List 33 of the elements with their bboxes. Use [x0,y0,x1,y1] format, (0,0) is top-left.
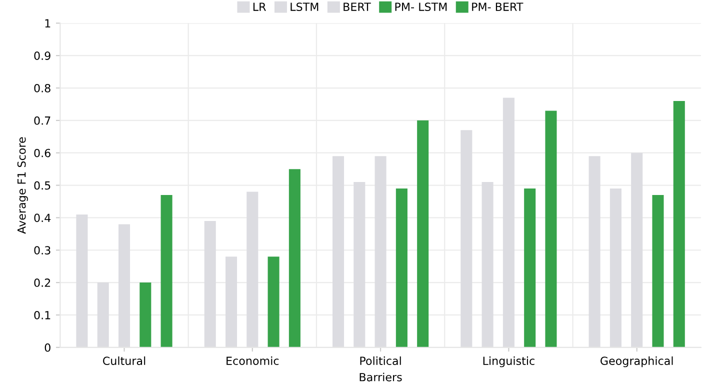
bar [417,120,429,348]
bar [652,195,664,348]
bar [545,110,557,348]
legend-label: LSTM [290,2,318,12]
y-tick-label: 0.5 [34,181,50,190]
bar [673,100,685,348]
x-axis-title: Barriers [360,372,402,382]
x-tick-label: Political [360,356,401,366]
bar [396,188,408,348]
bar [140,282,152,348]
y-tick-label: 0.1 [34,310,50,320]
legend-label: PM- BERT [472,2,524,11]
y-tick-label: 0.9 [34,52,50,60]
legend-label: LR [253,2,266,11]
x-tick-label: Linguistic [483,356,534,368]
y-tick-label: 1 [45,19,50,28]
bar [160,195,172,348]
y-tick-label: 0.2 [34,278,50,287]
bar [288,169,300,348]
x-tick-label: Geographical [600,356,673,368]
bar [268,256,280,348]
y-tick-label: 0.8 [34,84,50,92]
y-tick-label: 0.4 [34,214,51,222]
y-axis-title: Average F1 Score [17,137,28,234]
y-tick-label: 0.3 [34,246,50,255]
legend-label: BERT [344,2,371,11]
y-tick-label: 0 [44,343,50,352]
bar [524,188,536,348]
legend-label: PM- LSTM [395,2,447,12]
y-tick-label: 0.7 [34,116,50,125]
x-tick-label: Economic [226,356,279,366]
y-tick-label: 0.6 [34,148,50,158]
x-tick-label: Cultural [103,356,146,366]
